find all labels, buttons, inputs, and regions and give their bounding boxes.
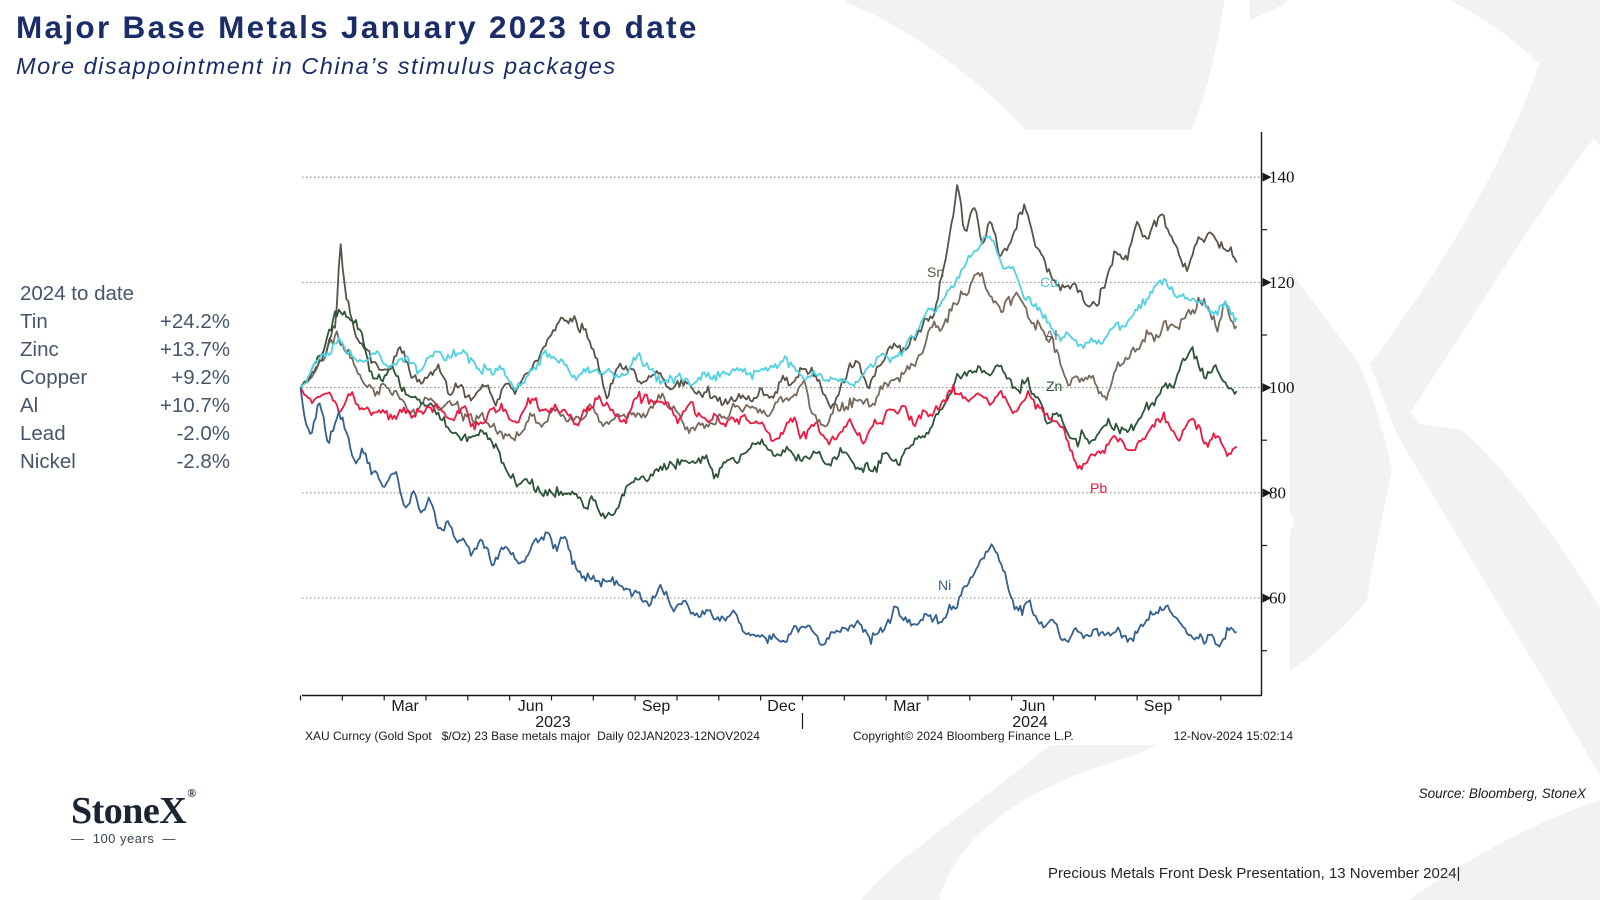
svg-text:100: 100	[1269, 378, 1295, 397]
svg-text:Pb: Pb	[1090, 480, 1107, 496]
svg-text:Zn: Zn	[1046, 378, 1062, 394]
svg-text:Jun: Jun	[518, 698, 544, 715]
svg-text:60: 60	[1269, 589, 1286, 608]
svg-text:Sep: Sep	[1144, 698, 1173, 715]
svg-text:Al: Al	[1045, 327, 1057, 343]
svg-text:Ni: Ni	[938, 577, 951, 593]
svg-text:120: 120	[1269, 273, 1295, 292]
svg-text:2024: 2024	[1012, 714, 1048, 731]
svg-text:2023: 2023	[535, 714, 571, 731]
svg-text:Mar: Mar	[893, 698, 921, 715]
svg-text:Cu: Cu	[1040, 274, 1058, 290]
svg-text:Dec: Dec	[767, 698, 795, 715]
svg-text:XAU Curncy (Gold Spot $/Oz): XAU Curncy (Gold Spot $/Oz) 23 Base meta…	[305, 729, 760, 743]
svg-text:Copyright© 2024 Bloomberg Fina: Copyright© 2024 Bloomberg Finance L.P.	[853, 729, 1074, 743]
svg-text:Mar: Mar	[391, 698, 419, 715]
svg-text:140: 140	[1269, 168, 1295, 187]
svg-text:Sep: Sep	[642, 698, 671, 715]
svg-text:Sn: Sn	[927, 264, 944, 280]
svg-text:Jun: Jun	[1020, 698, 1046, 715]
svg-text:12-Nov-2024 15:02:14: 12-Nov-2024 15:02:14	[1174, 729, 1294, 743]
svg-text:80: 80	[1269, 483, 1286, 502]
